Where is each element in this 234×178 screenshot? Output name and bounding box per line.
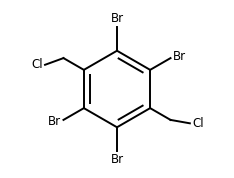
Text: Cl: Cl bbox=[192, 117, 204, 130]
Text: Br: Br bbox=[110, 12, 124, 25]
Text: Br: Br bbox=[48, 115, 61, 128]
Text: Br: Br bbox=[173, 50, 186, 63]
Text: Cl: Cl bbox=[31, 58, 43, 71]
Text: Br: Br bbox=[110, 153, 124, 166]
